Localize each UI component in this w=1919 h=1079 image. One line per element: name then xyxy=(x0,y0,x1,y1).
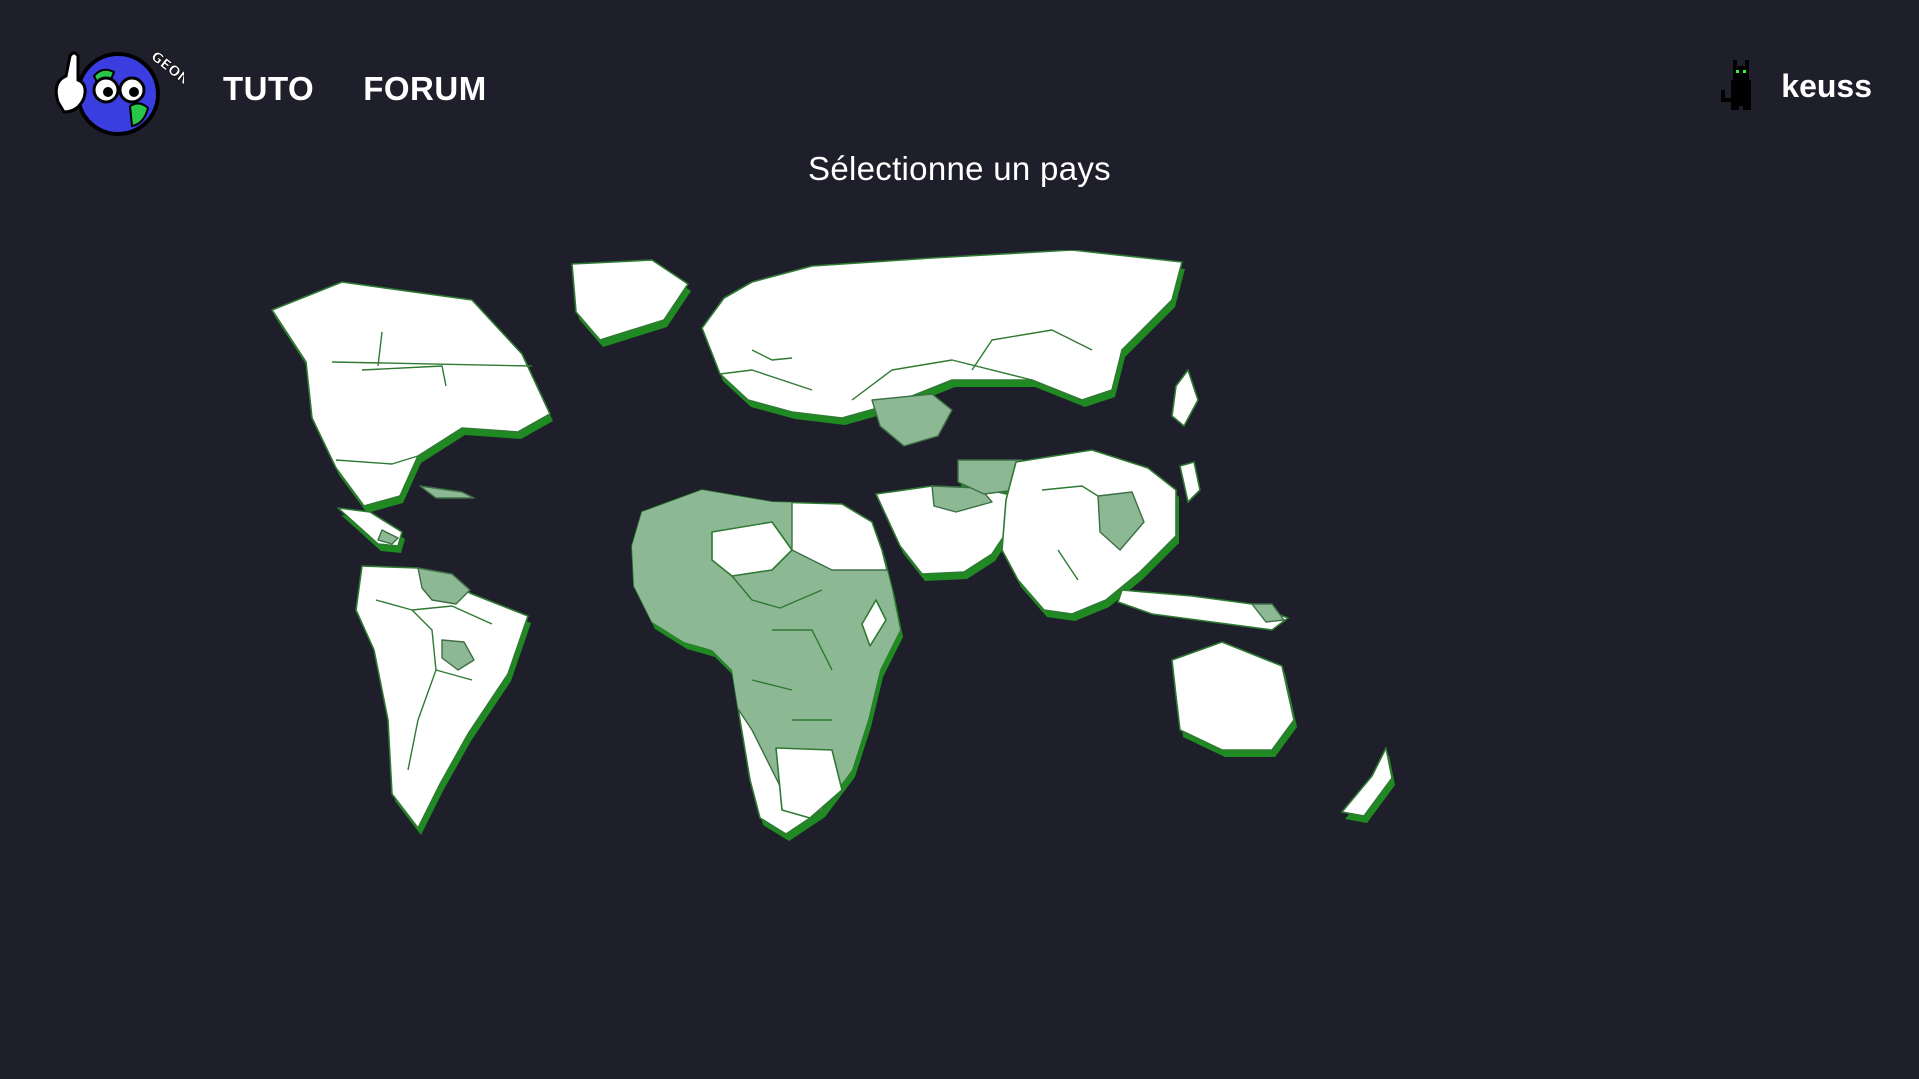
south-asia-borders xyxy=(1041,485,1099,581)
pixel-cat-icon xyxy=(1721,60,1752,110)
south-america-borders xyxy=(375,599,493,771)
highlight-papua[interactable] xyxy=(1251,603,1285,623)
nav-tuto-link[interactable]: TUTO xyxy=(223,70,315,107)
eurasia-borders xyxy=(719,329,1093,401)
region-algeria-libya[interactable] xyxy=(711,521,793,577)
region-philippines[interactable] xyxy=(1179,461,1201,503)
region-indonesia[interactable] xyxy=(1117,589,1289,631)
africa-borders xyxy=(731,575,833,721)
region-south-america[interactable] xyxy=(355,565,529,829)
highlight-central-asia[interactable] xyxy=(871,393,953,447)
highlight-caribbean[interactable] xyxy=(419,485,475,499)
highlight-paraguay[interactable] xyxy=(441,639,475,671)
region-greenland[interactable] xyxy=(571,259,689,341)
geonerd-logo[interactable]: GEONERD xyxy=(44,36,218,146)
globe-icon: GEONERD xyxy=(54,48,218,136)
region-south-africa[interactable] xyxy=(775,747,843,819)
highlight-afghanistan-pakistan[interactable] xyxy=(957,459,1023,495)
world-map xyxy=(232,250,1712,1010)
region-japan[interactable] xyxy=(1171,369,1199,427)
region-south-asia[interactable] xyxy=(1001,449,1177,615)
user-menu[interactable]: keuss xyxy=(1719,60,1872,112)
region-north-america[interactable] xyxy=(271,281,551,507)
world-map-svg xyxy=(271,250,1395,841)
highlight-central-america[interactable] xyxy=(377,529,399,545)
region-madagascar[interactable] xyxy=(861,599,887,647)
north-america-borders xyxy=(331,331,533,465)
header: GEONERD TUTO FORUM keuss xyxy=(0,0,1919,180)
region-new-zealand[interactable] xyxy=(1341,747,1393,817)
username: keuss xyxy=(1781,67,1872,104)
main-nav: TUTO FORUM xyxy=(223,70,487,108)
highlight-venezuela[interactable] xyxy=(417,567,471,605)
nav-forum-link[interactable]: FORUM xyxy=(363,70,487,107)
page-title: Sélectionne un pays xyxy=(808,150,1111,187)
region-australia[interactable] xyxy=(1171,641,1295,751)
highlight-southeast-asia[interactable] xyxy=(1097,491,1145,551)
